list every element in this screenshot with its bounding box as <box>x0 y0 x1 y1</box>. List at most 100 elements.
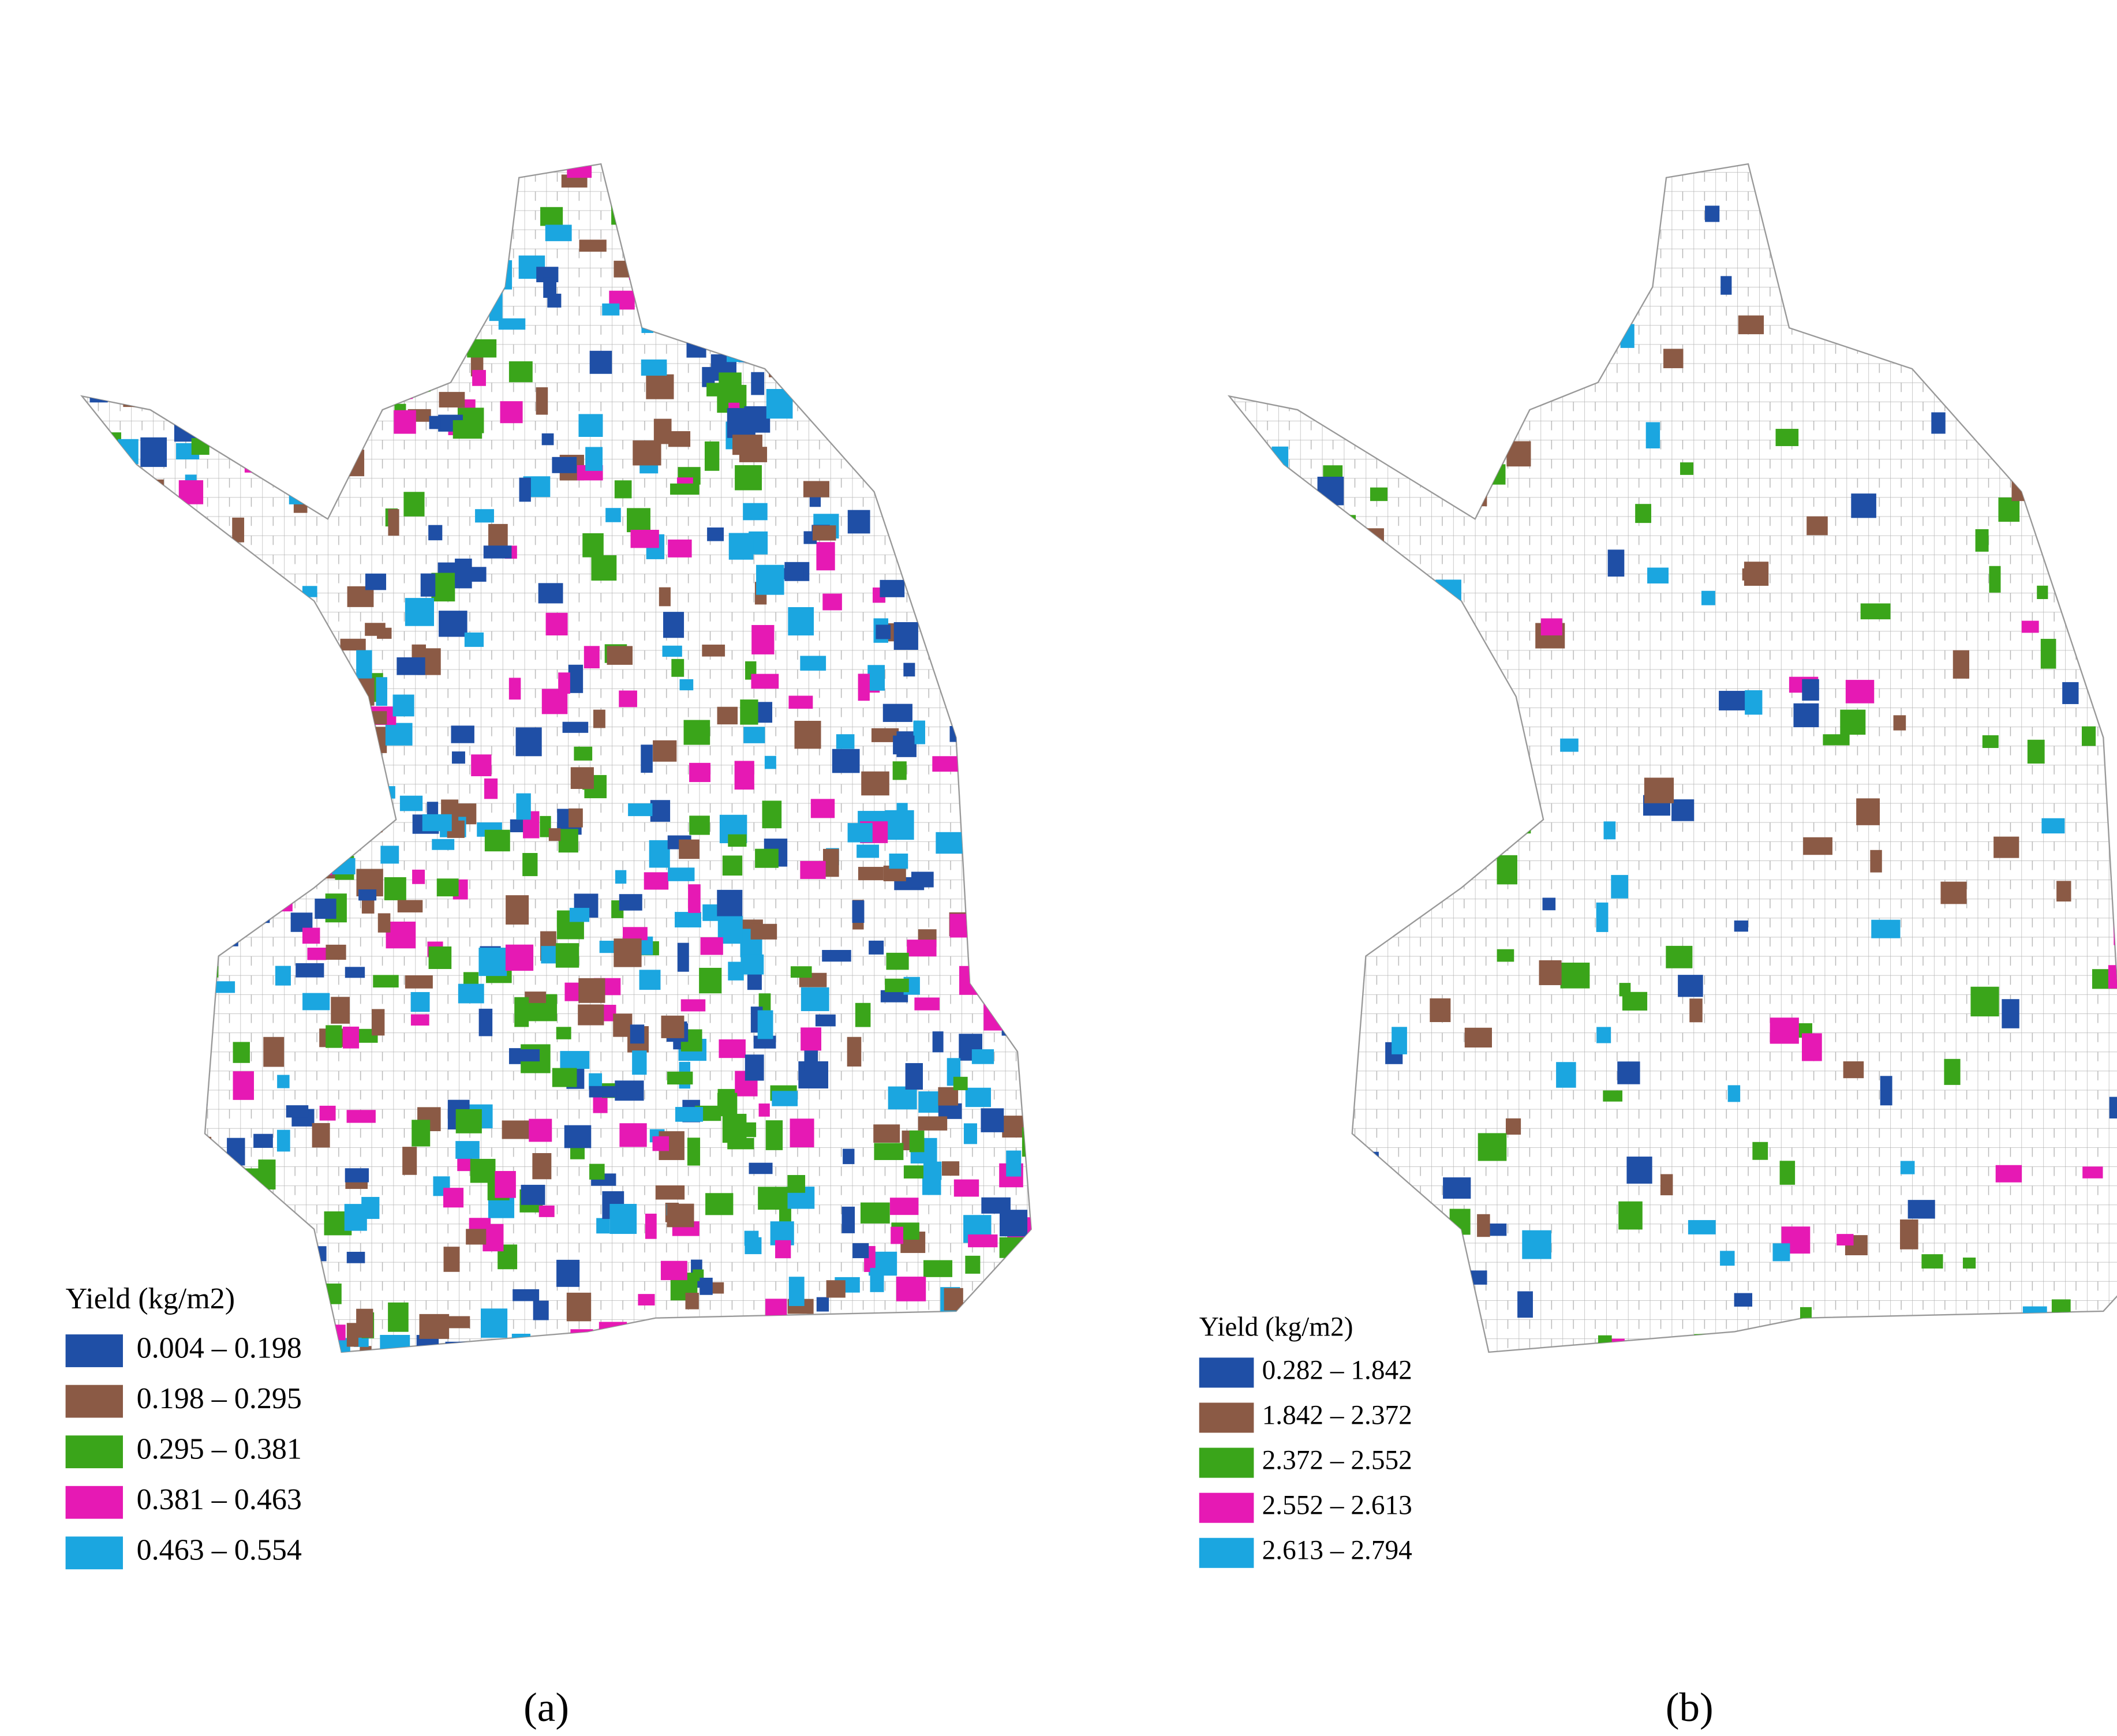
parcel <box>1006 1327 1020 1350</box>
parcel <box>207 981 235 993</box>
parcel <box>321 1338 350 1352</box>
parcel <box>764 755 776 769</box>
parcel <box>346 1252 365 1263</box>
parcel <box>566 1292 592 1322</box>
parcel <box>402 1147 417 1175</box>
parcel <box>860 1202 890 1224</box>
parcel <box>688 884 701 913</box>
parcel <box>2002 999 2019 1028</box>
parcel <box>953 466 980 482</box>
parcel <box>1671 1337 1697 1352</box>
parcel <box>170 1221 187 1249</box>
parcel <box>667 1071 693 1085</box>
parcel <box>954 323 972 335</box>
parcel <box>478 948 507 976</box>
parcel <box>922 331 942 359</box>
parcel <box>278 1314 302 1334</box>
parcel <box>110 872 126 889</box>
parcel <box>962 411 978 435</box>
parcel <box>134 313 147 332</box>
parcel <box>765 1299 787 1321</box>
parcel <box>253 1133 273 1148</box>
parcel <box>1479 464 1506 485</box>
parcel <box>119 675 142 687</box>
parcel <box>107 237 132 261</box>
parcel <box>548 828 561 841</box>
parcel <box>439 331 466 346</box>
parcel <box>1806 516 1828 536</box>
parcel <box>822 593 842 611</box>
parcel <box>889 853 908 869</box>
legend-label: 0.295 – 0.381 <box>137 1433 302 1466</box>
parcel <box>560 1051 590 1069</box>
parcel <box>1701 590 1715 605</box>
parcel <box>237 1168 261 1195</box>
parcel <box>757 1010 773 1039</box>
legend-swatch <box>65 1486 123 1519</box>
parcel <box>346 1110 376 1123</box>
parcel <box>126 1149 156 1173</box>
parcel <box>356 1308 373 1338</box>
parcel <box>246 818 260 847</box>
parcel <box>965 193 993 214</box>
parcel <box>1900 1219 1918 1249</box>
parcel <box>276 1129 290 1152</box>
parcel <box>801 987 829 1011</box>
parcel <box>1020 1273 1031 1293</box>
parcel <box>641 744 653 773</box>
parcel <box>910 334 936 351</box>
parcel <box>489 291 503 321</box>
parcel <box>230 1227 242 1249</box>
parcel <box>91 882 120 898</box>
parcel <box>653 740 677 762</box>
parcel <box>876 624 891 639</box>
parcel <box>903 1165 927 1179</box>
parcel <box>578 978 605 1003</box>
parcel <box>345 1168 369 1183</box>
parcel <box>443 1316 470 1329</box>
parcel <box>900 345 930 364</box>
parcel <box>132 664 148 695</box>
parcel <box>668 867 695 881</box>
parcel <box>671 659 685 677</box>
parcel <box>788 607 814 636</box>
parcel <box>436 878 459 897</box>
parcel <box>107 710 128 733</box>
parcel <box>880 579 905 597</box>
parcel <box>331 997 350 1024</box>
parcel <box>630 530 659 548</box>
parcel <box>2056 881 2071 902</box>
parcel <box>1392 1027 1407 1054</box>
parcel <box>816 542 835 571</box>
parcel <box>644 872 669 890</box>
parcel <box>1666 1346 1688 1352</box>
parcel <box>399 795 423 811</box>
parcel <box>721 204 745 227</box>
parcel <box>398 346 420 366</box>
parcel <box>110 261 124 273</box>
parcel <box>1360 659 1379 683</box>
parcel <box>402 265 425 294</box>
parcel <box>728 914 742 943</box>
parcel <box>589 350 612 374</box>
parcel <box>1720 1251 1735 1266</box>
parcel <box>505 944 534 971</box>
parcel <box>1843 1061 1864 1079</box>
parcel <box>911 871 934 888</box>
legend-swatch <box>1199 1537 1254 1568</box>
parcel <box>480 1308 508 1338</box>
parcel <box>558 829 578 853</box>
parcel <box>355 175 377 200</box>
parcel <box>97 238 115 263</box>
parcel <box>765 1120 783 1150</box>
parcel <box>825 166 855 178</box>
parcel <box>717 889 743 916</box>
parcel <box>316 437 340 459</box>
parcel <box>131 855 148 869</box>
parcel <box>885 978 909 993</box>
parcel <box>772 1091 798 1106</box>
legend-label: 0.198 – 0.295 <box>137 1382 302 1415</box>
parcel <box>861 771 889 796</box>
